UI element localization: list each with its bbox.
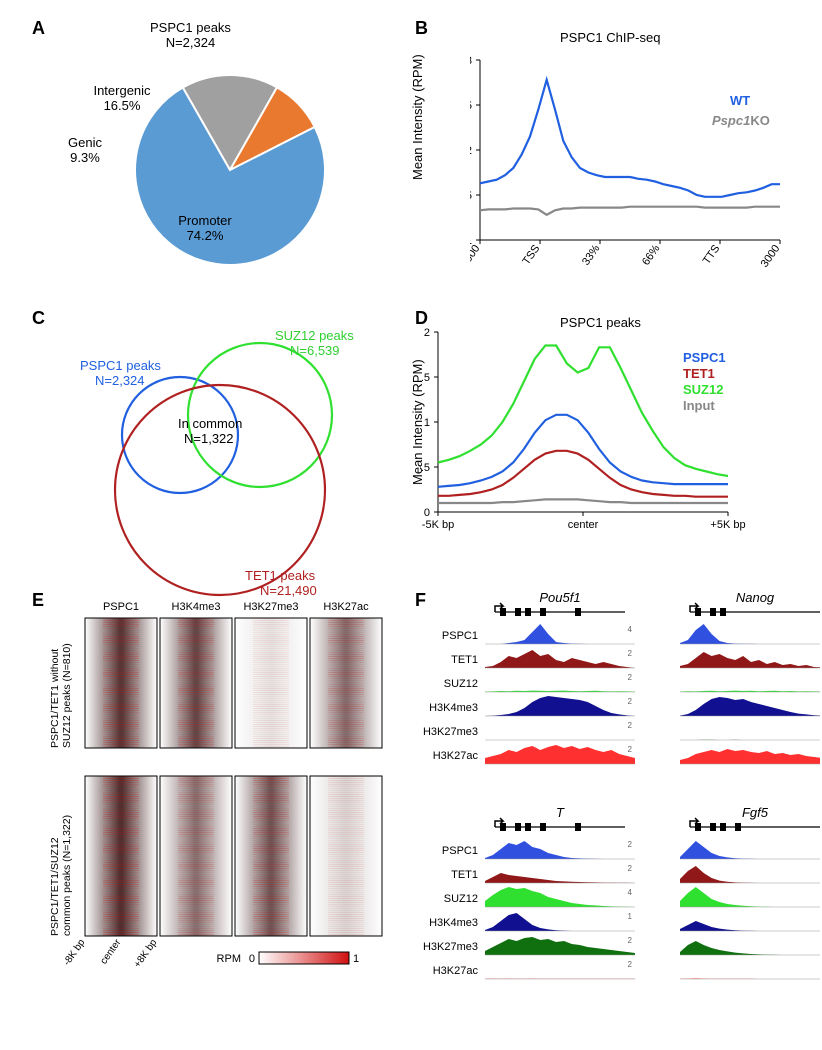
svg-text:2: 2	[628, 840, 633, 849]
svg-text:Nanog: Nanog	[736, 590, 775, 605]
pie-title-l1: PSPC1 peaks	[150, 20, 231, 35]
svg-text:16.5%: 16.5%	[104, 98, 141, 113]
svg-text:2: 2	[424, 327, 430, 339]
svg-text:0.25: 0.25	[470, 100, 472, 112]
panel-d-chart: 00.511.52-5K bpcenter+5K bpSUZ12PSPC1TET…	[420, 310, 750, 555]
svg-text:0.2: 0.2	[470, 145, 472, 157]
svg-text:66%: 66%	[640, 243, 663, 268]
svg-text:Intergenic: Intergenic	[93, 83, 151, 98]
svg-text:2: 2	[628, 864, 633, 873]
svg-text:H3K27ac: H3K27ac	[323, 601, 369, 613]
svg-text:2: 2	[628, 745, 633, 754]
svg-text:-5K bp: -5K bp	[422, 519, 454, 531]
svg-text:PSPC1: PSPC1	[442, 630, 478, 642]
tracks: Pou5f1 PSPC1 4 TET1 2 SUZ12 2 H3K4me3 2 H3K27me3 2…	[420, 590, 820, 1030]
svg-text:SUZ12: SUZ12	[683, 382, 723, 397]
svg-text:WT: WT	[730, 93, 750, 108]
panel-b-chart: 0.10.150.20.250.3-3000TSS33%66%TTS3000WT…	[470, 50, 805, 300]
panel-a: PSPC1 peaks N=2,324 Intergenic16.5% Genic…	[30, 20, 380, 290]
svg-text:H3K4me3: H3K4me3	[429, 917, 478, 929]
svg-text:H3K27me3: H3K27me3	[423, 941, 478, 953]
svg-text:33%: 33%	[580, 243, 603, 268]
svg-text:SUZ12: SUZ12	[444, 678, 478, 690]
svg-text:0.15: 0.15	[470, 190, 472, 202]
svg-text:H3K27me3: H3K27me3	[243, 601, 298, 613]
svg-text:TET1: TET1	[683, 366, 715, 381]
svg-text:center: center	[99, 937, 124, 967]
svg-text:N=2,324: N=2,324	[95, 373, 145, 388]
svg-text:Genic: Genic	[68, 135, 102, 150]
svg-text:PSPC1: PSPC1	[683, 350, 726, 365]
svg-text:Pou5f1: Pou5f1	[539, 590, 580, 605]
svg-text:SUZ12: SUZ12	[444, 893, 478, 905]
svg-text:center: center	[568, 519, 599, 531]
svg-text:Fgf5: Fgf5	[742, 805, 769, 820]
venn-diagram: PSPC1 peaksN=2,324 SUZ12 peaksN=6,539 TET1…	[30, 310, 400, 600]
svg-text:H3K27ac: H3K27ac	[433, 750, 479, 762]
pie-chart: Intergenic16.5% Genic9.3% Promoter74.2%	[30, 20, 380, 280]
svg-text:0: 0	[424, 507, 430, 519]
svg-text:0.3: 0.3	[470, 55, 472, 67]
pie-title-l2: N=2,324	[166, 35, 216, 50]
svg-text:TTS: TTS	[701, 243, 723, 267]
panel-b: PSPC1 ChIP-seq Mean Intensity (RPM) 0.10…	[420, 20, 800, 290]
svg-text:H3K27me3: H3K27me3	[423, 726, 478, 738]
panel-d: PSPC1 peaks Mean Intensity (RPM) 00.511.…	[420, 310, 800, 570]
svg-text:1: 1	[353, 953, 359, 965]
svg-text:SUZ12 peaks: SUZ12 peaks	[275, 328, 354, 343]
svg-text:+8K bp: +8K bp	[132, 937, 160, 970]
svg-text:2: 2	[628, 697, 633, 706]
svg-text:In common: In common	[178, 416, 242, 431]
panel-b-title: PSPC1 ChIP-seq	[560, 30, 660, 45]
svg-text:PSPC1: PSPC1	[103, 601, 139, 613]
panel-c: PSPC1 peaksN=2,324SUZ12 peaksN=6,539TET1…	[30, 310, 400, 570]
panel-f: Pou5f1 PSPC1 4 TET1 2 SUZ12 2 H3K4me3 2 H3K27me3 2…	[420, 590, 810, 1030]
svg-text:TET1 peaks: TET1 peaks	[245, 568, 316, 583]
heatmap-chart: PSPC1 H3K4me3 H3K27me3 H3K27ac PSPC1/TET1 wi…	[30, 590, 430, 1030]
svg-text:Promoter: Promoter	[178, 213, 232, 228]
svg-text:H3K4me3: H3K4me3	[429, 702, 478, 714]
svg-text:Pspc1KO: Pspc1KO	[712, 113, 770, 128]
svg-text:2: 2	[628, 673, 633, 682]
svg-text:PSPC1 peaks: PSPC1 peaks	[80, 358, 161, 373]
svg-text:PSPC1: PSPC1	[442, 845, 478, 857]
svg-text:TET1: TET1	[451, 654, 478, 666]
svg-text:1: 1	[628, 912, 633, 921]
svg-text:TSS: TSS	[520, 243, 542, 267]
svg-text:-3000: -3000	[470, 243, 482, 273]
svg-text:9.3%: 9.3%	[70, 150, 100, 165]
svg-text:TET1: TET1	[451, 869, 478, 881]
svg-text:H3K27ac: H3K27ac	[433, 965, 479, 977]
svg-text:2: 2	[628, 960, 633, 969]
svg-text:4: 4	[628, 888, 633, 897]
svg-text:2: 2	[628, 721, 633, 730]
svg-text:N=1,322: N=1,322	[184, 431, 234, 446]
svg-text:-8K bp: -8K bp	[62, 937, 88, 968]
svg-text:PSPC1/TET1 withoutSUZ12 peaks: PSPC1/TET1 withoutSUZ12 peaks (N=810)	[49, 643, 73, 748]
svg-text:74.2%: 74.2%	[187, 228, 224, 243]
svg-text:H3K4me3: H3K4me3	[172, 601, 221, 613]
panel-b-ylabel: Mean Intensity (RPM)	[410, 54, 425, 180]
svg-text:T: T	[556, 805, 565, 820]
svg-text:RPM: RPM	[217, 953, 241, 965]
svg-text:2: 2	[628, 649, 633, 658]
panel-e: PSPC1 H3K4me3 H3K27me3 H3K27ac PSPC1/TET1 wi…	[30, 590, 410, 1030]
svg-text:Input: Input	[683, 398, 715, 413]
panel-a-title: PSPC1 peaks N=2,324	[150, 20, 231, 50]
panel-d-title: PSPC1 peaks	[560, 315, 641, 330]
panel-d-ylabel: Mean Intensity (RPM)	[410, 359, 425, 485]
svg-text:4: 4	[628, 625, 633, 634]
svg-text:N=6,539: N=6,539	[290, 343, 340, 358]
svg-text:PSPC1/TET1/SUZ12common peaks (: PSPC1/TET1/SUZ12common peaks (N=1,322)	[49, 815, 73, 936]
svg-text:3000: 3000	[759, 243, 783, 270]
svg-text:+5K bp: +5K bp	[710, 519, 745, 531]
svg-text:2: 2	[628, 936, 633, 945]
svg-text:0: 0	[249, 953, 255, 965]
